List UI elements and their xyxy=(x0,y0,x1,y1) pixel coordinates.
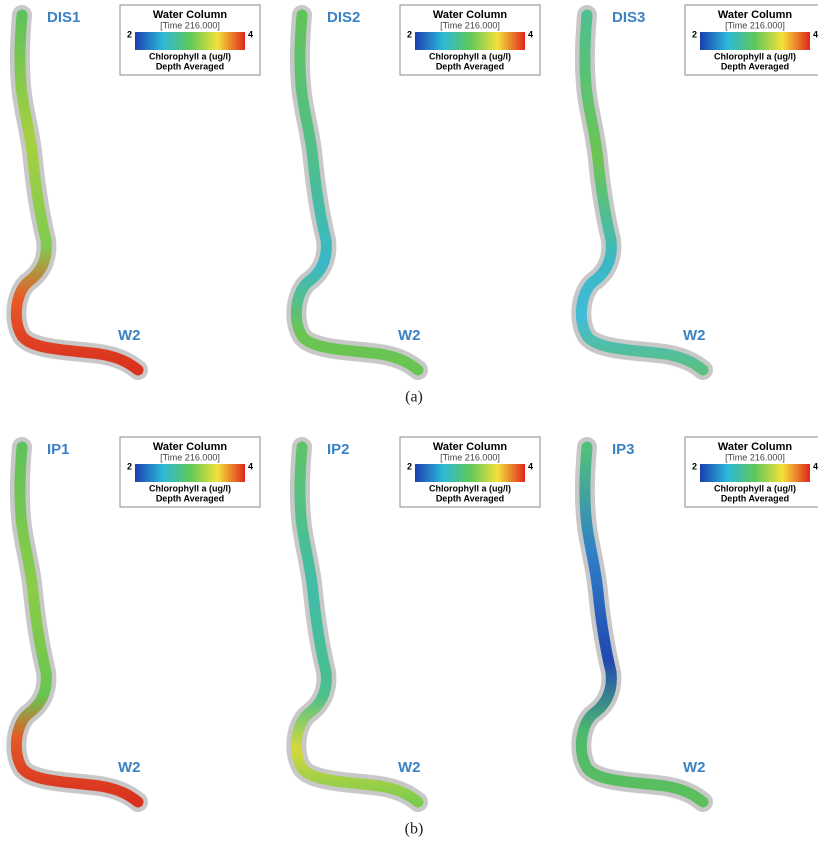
river xyxy=(10,9,144,376)
legend-note: Depth Averaged xyxy=(156,61,224,71)
colorbar-max: 4 xyxy=(528,461,533,471)
colorbar xyxy=(135,32,245,50)
legend-variable: Chlorophyll a (ug/l) xyxy=(149,483,231,493)
river xyxy=(290,9,424,376)
legend-time: [Time 216.000] xyxy=(725,452,785,462)
scenario-label: IP2 xyxy=(327,441,350,458)
river xyxy=(290,441,424,808)
scenario-label: DIS1 xyxy=(47,9,80,26)
station-label: W2 xyxy=(398,759,421,776)
legend-time: [Time 216.000] xyxy=(160,452,220,462)
colorbar-max: 4 xyxy=(248,461,253,471)
legend-time: [Time 216.000] xyxy=(725,20,785,30)
legend-note: Depth Averaged xyxy=(156,493,224,503)
colorbar-min: 2 xyxy=(127,29,132,39)
map-panel: DIS1 W2 Water Column[Time 216.000] 2 4 Chloro… xyxy=(6,4,261,380)
colorbar xyxy=(415,32,525,50)
station-label: W2 xyxy=(398,327,421,344)
map-panel: IP1 W2 Water Column[Time 216.000] 2 4 Chlorop… xyxy=(6,436,261,812)
legend-title: Water Column xyxy=(718,441,792,453)
colorbar-max: 4 xyxy=(813,461,818,471)
river xyxy=(575,9,709,376)
legend-title: Water Column xyxy=(433,9,507,21)
map-panel: DIS3 W2 Water Column[Time 216.000] 2 4 Chloro… xyxy=(571,4,818,380)
legend-note: Depth Averaged xyxy=(436,493,504,503)
legend-variable: Chlorophyll a (ug/l) xyxy=(714,51,796,61)
legend-variable: Chlorophyll a (ug/l) xyxy=(429,51,511,61)
station-label: W2 xyxy=(118,327,141,344)
station-label: W2 xyxy=(118,759,141,776)
map-panel: IP3 W2 Water Column[Time 216.000] 2 4 Chlorop… xyxy=(571,436,818,812)
legend-variable: Chlorophyll a (ug/l) xyxy=(149,51,231,61)
colorbar-min: 2 xyxy=(407,461,412,471)
legend-note: Depth Averaged xyxy=(721,61,789,71)
colorbar-max: 4 xyxy=(248,29,253,39)
legend-variable: Chlorophyll a (ug/l) xyxy=(714,483,796,493)
legend-time: [Time 216.000] xyxy=(440,452,500,462)
legend-title: Water Column xyxy=(433,441,507,453)
colorbar xyxy=(700,32,810,50)
colorbar-max: 4 xyxy=(813,29,818,39)
caption: (a) xyxy=(405,389,423,406)
map-panel: DIS2 W2 Water Column[Time 216.000] 2 4 Chloro… xyxy=(286,4,541,380)
colorbar xyxy=(135,464,245,482)
colorbar-min: 2 xyxy=(692,461,697,471)
legend-variable: Chlorophyll a (ug/l) xyxy=(429,483,511,493)
legend-title: Water Column xyxy=(153,9,227,21)
station-label: W2 xyxy=(683,327,706,344)
caption: (b) xyxy=(405,821,424,838)
river xyxy=(10,441,144,808)
legend-time: [Time 216.000] xyxy=(440,20,500,30)
map-panel: IP2 W2 Water Column[Time 216.000] 2 4 Chlorop… xyxy=(286,436,541,812)
scenario-label: DIS2 xyxy=(327,9,360,26)
colorbar xyxy=(700,464,810,482)
station-label: W2 xyxy=(683,759,706,776)
colorbar-min: 2 xyxy=(127,461,132,471)
legend-title: Water Column xyxy=(153,441,227,453)
scenario-label: IP3 xyxy=(612,441,635,458)
legend-note: Depth Averaged xyxy=(436,61,504,71)
scenario-label: IP1 xyxy=(47,441,70,458)
river xyxy=(575,441,709,808)
colorbar-min: 2 xyxy=(407,29,412,39)
legend-title: Water Column xyxy=(718,9,792,21)
colorbar xyxy=(415,464,525,482)
colorbar-min: 2 xyxy=(692,29,697,39)
colorbar-max: 4 xyxy=(528,29,533,39)
scenario-label: DIS3 xyxy=(612,9,645,26)
legend-note: Depth Averaged xyxy=(721,493,789,503)
legend-time: [Time 216.000] xyxy=(160,20,220,30)
